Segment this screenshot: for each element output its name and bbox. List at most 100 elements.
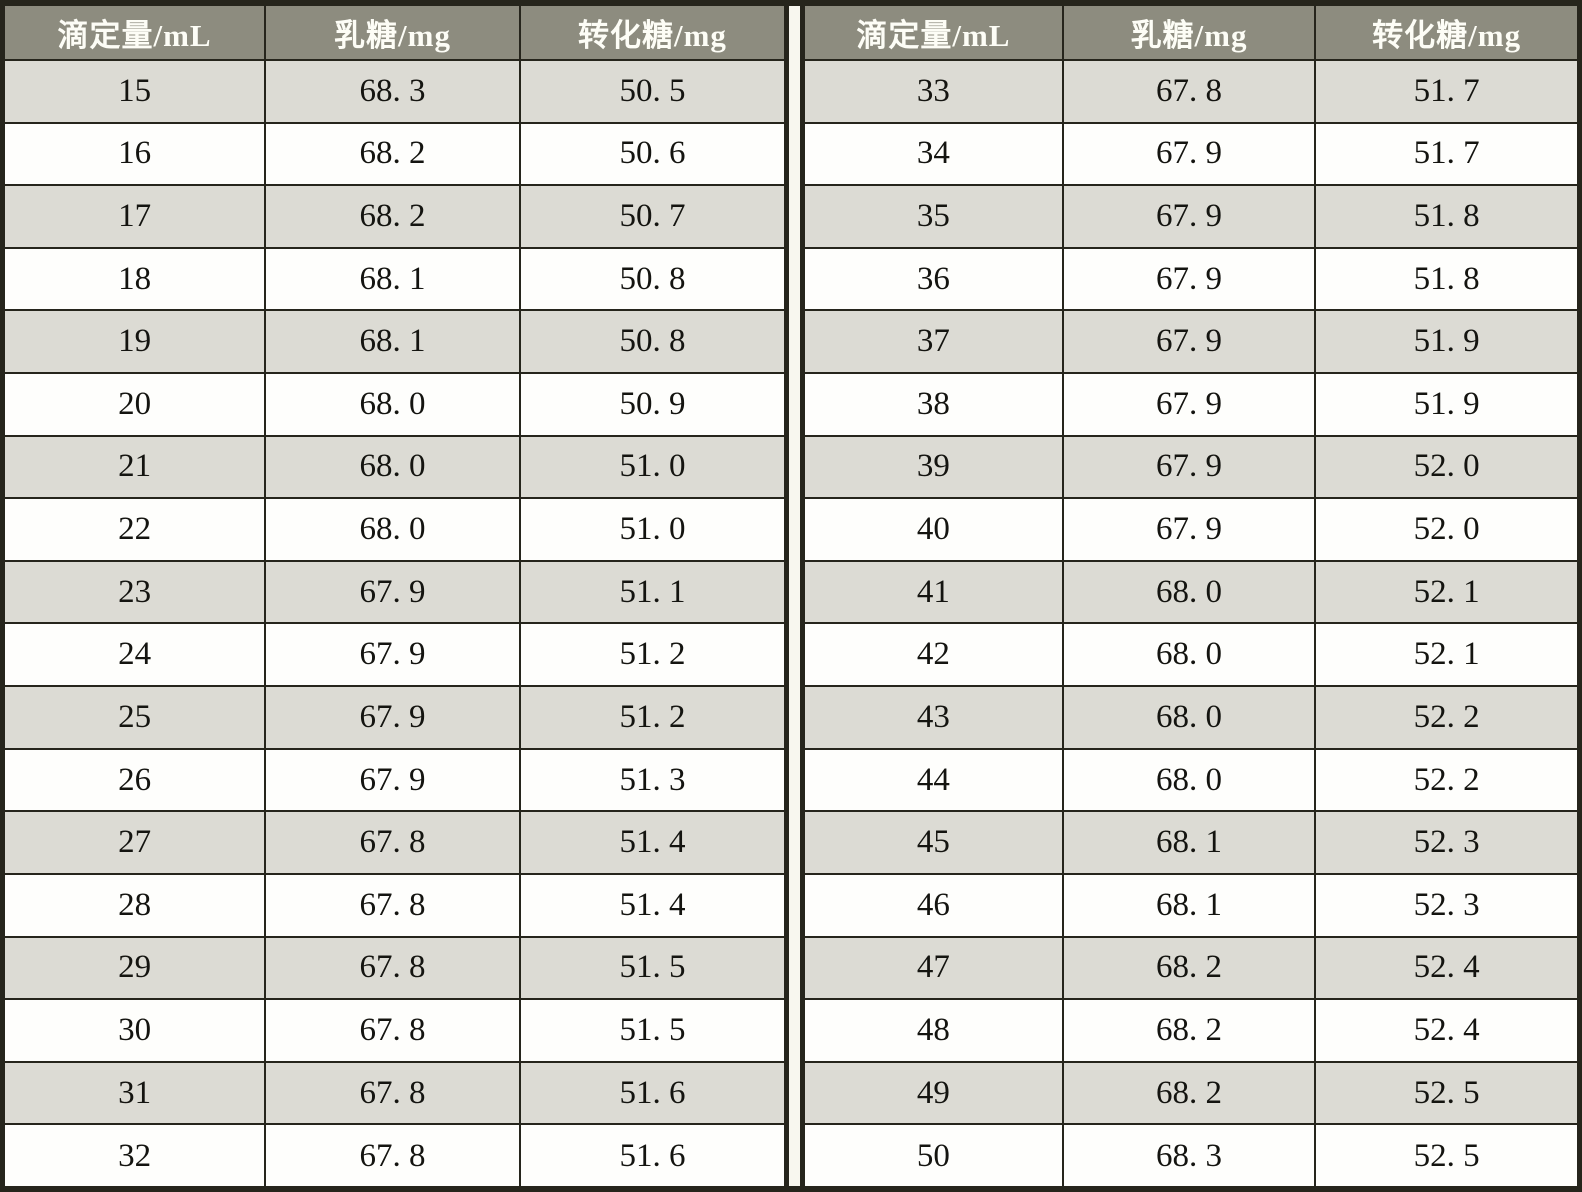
table-cell: 51. 3: [518, 747, 788, 813]
table-cell: 68. 1: [264, 246, 521, 312]
table-cell: 52. 2: [1314, 747, 1581, 813]
table-cell: 35: [801, 184, 1064, 249]
column-header-titration-volume: 滴定量/mL: [801, 1, 1064, 61]
table-cell: 67. 9: [1061, 309, 1317, 375]
table-cell: 67. 8: [264, 1060, 521, 1126]
column-header-lactose: 乳糖/mg: [1061, 1, 1317, 61]
table-row: 32 67. 8 51. 6: [1, 1123, 788, 1191]
table-cell: 68. 0: [264, 372, 521, 437]
table-row: 23 67. 9 51. 1: [1, 559, 788, 625]
table-cell: 16: [1, 121, 267, 187]
table-row: 15 68. 3 50. 5: [1, 59, 788, 124]
table-row: 45 68. 1 52. 3: [801, 810, 1581, 875]
table-cell: 68. 2: [1061, 935, 1317, 1001]
table-cell: 50: [801, 1123, 1064, 1191]
table-cell: 32: [1, 1123, 267, 1191]
table-cell: 50. 7: [518, 184, 788, 249]
table-cell: 52. 4: [1314, 935, 1581, 1001]
table-row: 39 67. 9 52. 0: [801, 434, 1581, 500]
table-cell: 39: [801, 434, 1064, 500]
table-cell: 67. 8: [264, 1123, 521, 1191]
table-cell: 68. 0: [1061, 559, 1317, 625]
table-cell: 42: [801, 622, 1064, 688]
table-cell: 51. 8: [1314, 246, 1581, 312]
table-cell: 52. 3: [1314, 810, 1581, 875]
table-cell: 22: [1, 497, 267, 562]
table-cell: 51. 5: [518, 998, 788, 1063]
table-cell: 45: [801, 810, 1064, 875]
table-cell: 51. 2: [518, 685, 788, 750]
table-cell: 51. 0: [518, 497, 788, 562]
table-cell: 52. 0: [1314, 434, 1581, 500]
table-row: 19 68. 1 50. 8: [1, 309, 788, 375]
table-cell: 49: [801, 1060, 1064, 1126]
table-cell: 51. 4: [518, 810, 788, 875]
table-row: 44 68. 0 52. 2: [801, 747, 1581, 813]
table-cell: 28: [1, 872, 267, 938]
table-cell: 50. 8: [518, 309, 788, 375]
table-cell: 52. 5: [1314, 1060, 1581, 1126]
table-cell: 47: [801, 935, 1064, 1001]
table-row: 22 68. 0 51. 0: [1, 497, 788, 562]
table-cell: 67. 8: [264, 998, 521, 1063]
table-row: 28 67. 8 51. 4: [1, 872, 788, 938]
table-cell: 33: [801, 59, 1064, 124]
table-cell: 50. 5: [518, 59, 788, 124]
table-cell: 25: [1, 685, 267, 750]
table-cell: 51. 6: [518, 1123, 788, 1191]
table-cell: 67. 8: [1061, 59, 1317, 124]
table-cell: 68. 1: [1061, 810, 1317, 875]
table-cell: 36: [801, 246, 1064, 312]
table-cell: 31: [1, 1060, 267, 1126]
table-row: 49 68. 2 52. 5: [801, 1060, 1581, 1126]
table-cell: 18: [1, 246, 267, 312]
table-row: 21 68. 0 51. 0: [1, 434, 788, 500]
table-cell: 23: [1, 559, 267, 625]
table-row: 31 67. 8 51. 6: [1, 1060, 788, 1126]
table-cell: 52. 1: [1314, 559, 1581, 625]
table-cell: 67. 9: [1061, 434, 1317, 500]
column-header-titration-volume: 滴定量/mL: [1, 1, 267, 61]
table-cell: 27: [1, 810, 267, 875]
table-cell: 67. 9: [1061, 246, 1317, 312]
table-cell: 51. 0: [518, 434, 788, 500]
table-cell: 30: [1, 998, 267, 1063]
table-cell: 52. 3: [1314, 872, 1581, 938]
table-cell: 51. 4: [518, 872, 788, 938]
table-cell: 51. 7: [1314, 59, 1581, 124]
table-cell: 15: [1, 59, 267, 124]
table-cell: 50. 6: [518, 121, 788, 187]
table-row: 41 68. 0 52. 1: [801, 559, 1581, 625]
table-row: 17 68. 2 50. 7: [1, 184, 788, 249]
table-row: 27 67. 8 51. 4: [1, 810, 788, 875]
table-row: 30 67. 8 51. 5: [1, 998, 788, 1063]
table-cell: 67. 9: [264, 747, 521, 813]
table-cell: 68. 2: [1061, 998, 1317, 1063]
table-cell: 17: [1, 184, 267, 249]
table-cell: 68. 3: [1061, 1123, 1317, 1191]
table-cell: 67. 9: [264, 559, 521, 625]
table-row: 25 67. 9 51. 2: [1, 685, 788, 750]
table-cell: 68. 2: [264, 121, 521, 187]
table-cell: 68. 2: [1061, 1060, 1317, 1126]
table-cell: 19: [1, 309, 267, 375]
table-cell: 52. 1: [1314, 622, 1581, 688]
table-cell: 67. 9: [264, 685, 521, 750]
table-cell: 68. 0: [1061, 747, 1317, 813]
table-cell: 68. 1: [264, 309, 521, 375]
table-cell: 68. 0: [1061, 685, 1317, 750]
table-cell: 51. 1: [518, 559, 788, 625]
table-row: 20 68. 0 50. 9: [1, 372, 788, 437]
table-row: 36 67. 9 51. 8: [801, 246, 1581, 312]
table-cell: 67. 8: [264, 872, 521, 938]
table-row: 50 68. 3 52. 5: [801, 1123, 1581, 1191]
table-cell: 67. 9: [264, 622, 521, 688]
table-cell: 24: [1, 622, 267, 688]
table-row: 24 67. 9 51. 2: [1, 622, 788, 688]
table-cell: 67. 9: [1061, 372, 1317, 437]
table-cell: 52. 5: [1314, 1123, 1581, 1191]
table-row: 37 67. 9 51. 9: [801, 309, 1581, 375]
table-cell: 68. 3: [264, 59, 521, 124]
